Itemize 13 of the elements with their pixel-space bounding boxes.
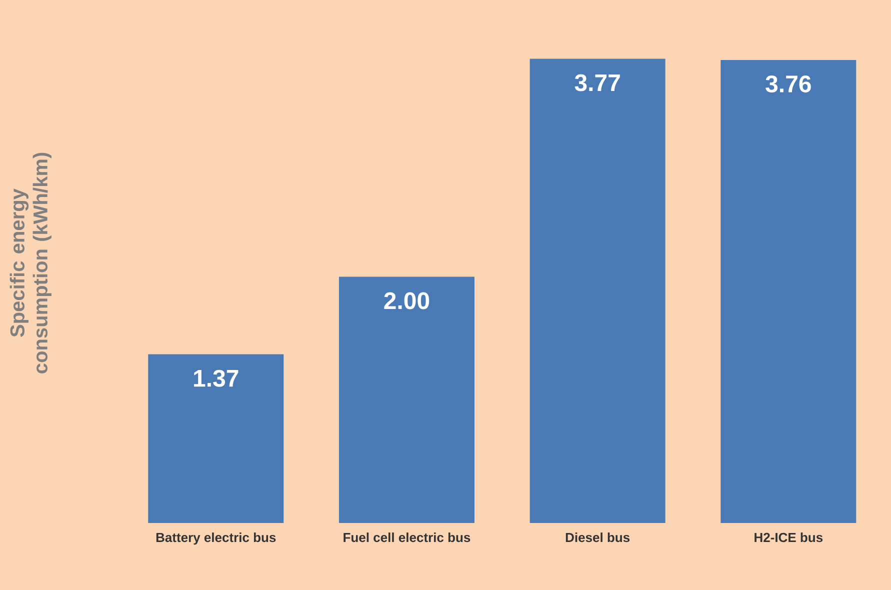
bar — [338, 276, 474, 523]
x-tick-label: H2-ICE bus — [754, 532, 823, 542]
data-label: 2.00 — [384, 292, 430, 310]
y-axis-title: Specific energy consumption (kWh/km) — [10, 152, 52, 374]
x-tick-label: Battery electric bus — [156, 532, 276, 545]
bar — [530, 58, 666, 523]
bar — [720, 60, 856, 523]
x-tick-label: Diesel bus — [566, 532, 630, 542]
data-label: 3.77 — [574, 74, 620, 92]
data-label: 1.37 — [194, 370, 238, 387]
data-label: 3.76 — [766, 75, 811, 92]
bar — [148, 354, 284, 523]
x-tick-label: Fuel cell electric bus — [344, 532, 470, 542]
